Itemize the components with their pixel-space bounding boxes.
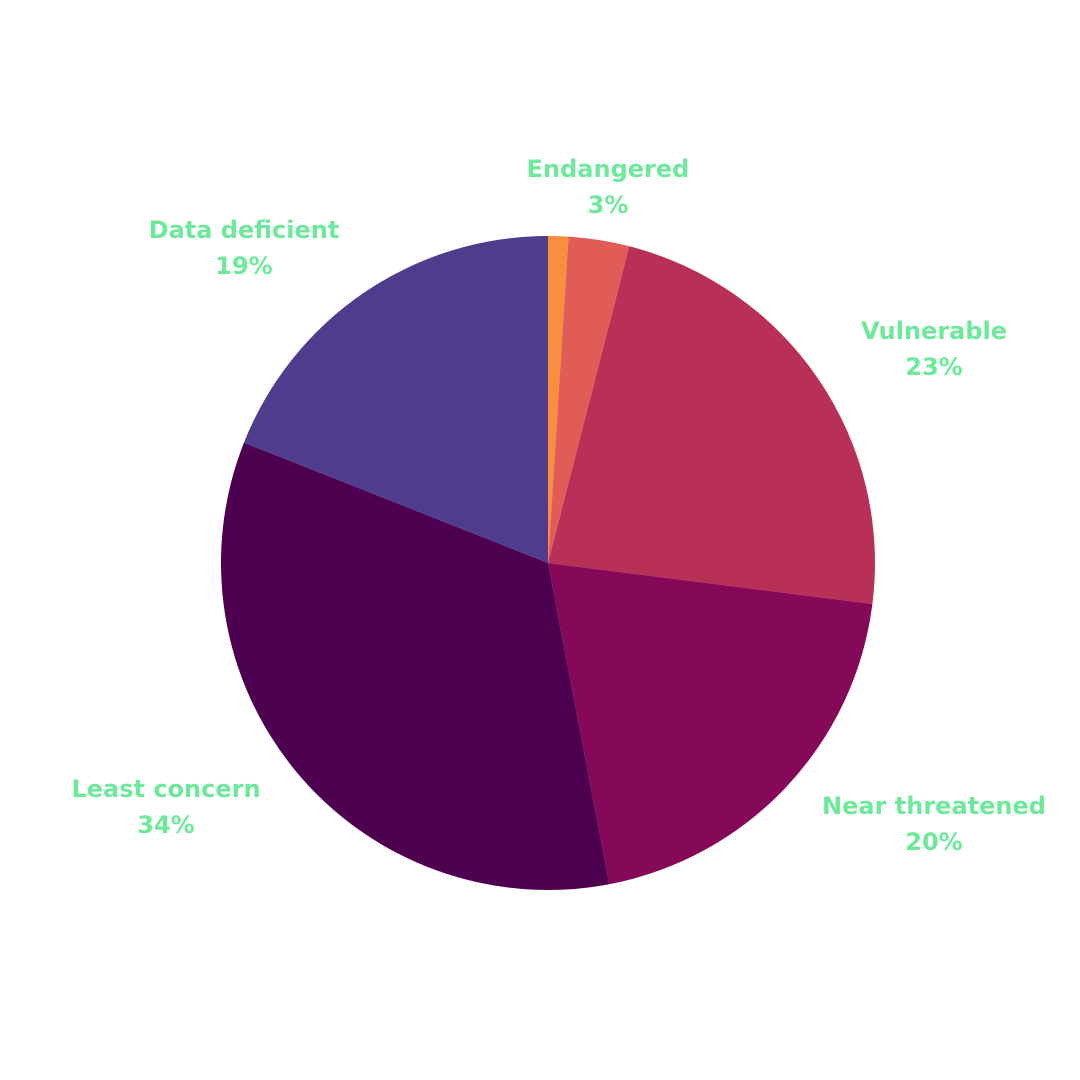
pie-labels: Endangered 3% Vulnerable 23% Near threatened… — [71, 155, 1046, 856]
slice-percent-data-deficient: 19% — [215, 252, 272, 280]
slice-percent-least-concern: 34% — [137, 811, 194, 839]
pie-slice-unlabeled[interactable] — [548, 236, 569, 563]
slice-label-data-deficient: Data deficient — [149, 216, 340, 244]
pie-slice-data-deficient[interactable] — [243, 236, 548, 563]
pie-slice-vulnerable[interactable] — [548, 246, 875, 604]
slice-percent-endangered: 3% — [588, 191, 629, 219]
slice-percent-near-threatened: 20% — [905, 828, 962, 856]
pie-slice-least-concern[interactable] — [220, 442, 610, 891]
slice-label-endangered: Endangered — [527, 155, 690, 183]
slice-percent-vulnerable: 23% — [905, 353, 962, 381]
slice-label-least-concern: Least concern — [71, 775, 260, 803]
pie-slice-endangered[interactable] — [548, 236, 630, 563]
slice-label-near-threatened: Near threatened — [822, 792, 1046, 820]
pie-slices — [220, 236, 875, 891]
slice-label-vulnerable: Vulnerable — [861, 317, 1007, 345]
pie-slice-near-threatened[interactable] — [548, 563, 873, 885]
